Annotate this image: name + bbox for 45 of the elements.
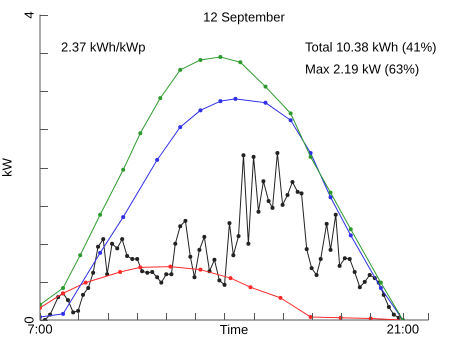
point — [308, 154, 313, 159]
point — [155, 158, 160, 162]
point — [328, 195, 333, 200]
point — [263, 84, 268, 89]
point — [328, 190, 333, 195]
point — [121, 168, 126, 172]
point — [278, 296, 283, 300]
point — [198, 58, 202, 62]
y-axis-title: kW — [0, 157, 14, 177]
point — [178, 68, 182, 72]
point — [228, 276, 232, 280]
point — [158, 96, 162, 100]
point — [218, 99, 222, 104]
y-tick-label: 4 — [22, 11, 37, 19]
point — [84, 280, 88, 285]
annotation: Max 2.19 kW (63%) — [305, 62, 420, 77]
point — [168, 264, 172, 269]
point — [118, 270, 122, 274]
point — [288, 118, 293, 122]
point — [61, 312, 66, 316]
point — [138, 265, 142, 270]
point — [378, 286, 383, 290]
point — [238, 60, 242, 64]
point — [98, 212, 102, 217]
point — [98, 250, 102, 255]
point — [138, 131, 142, 136]
point — [233, 96, 238, 101]
annotation: 2.37 kWh/kWp — [61, 40, 146, 55]
point — [348, 233, 353, 238]
point — [78, 253, 82, 258]
point — [263, 100, 268, 105]
x-tick-label: 21:00 — [386, 321, 420, 336]
point — [288, 111, 293, 116]
point — [198, 268, 202, 272]
point — [198, 108, 202, 112]
y-tick-label: 0 — [22, 316, 37, 324]
point — [61, 286, 66, 290]
point — [121, 215, 126, 220]
point — [218, 54, 222, 59]
annotation: Total 10.38 kWh (41%) — [305, 40, 437, 55]
point — [348, 227, 353, 232]
x-axis-title: Time — [220, 322, 248, 338]
chart-title: 12 September — [203, 10, 286, 25]
point — [178, 125, 182, 130]
point — [248, 285, 252, 290]
